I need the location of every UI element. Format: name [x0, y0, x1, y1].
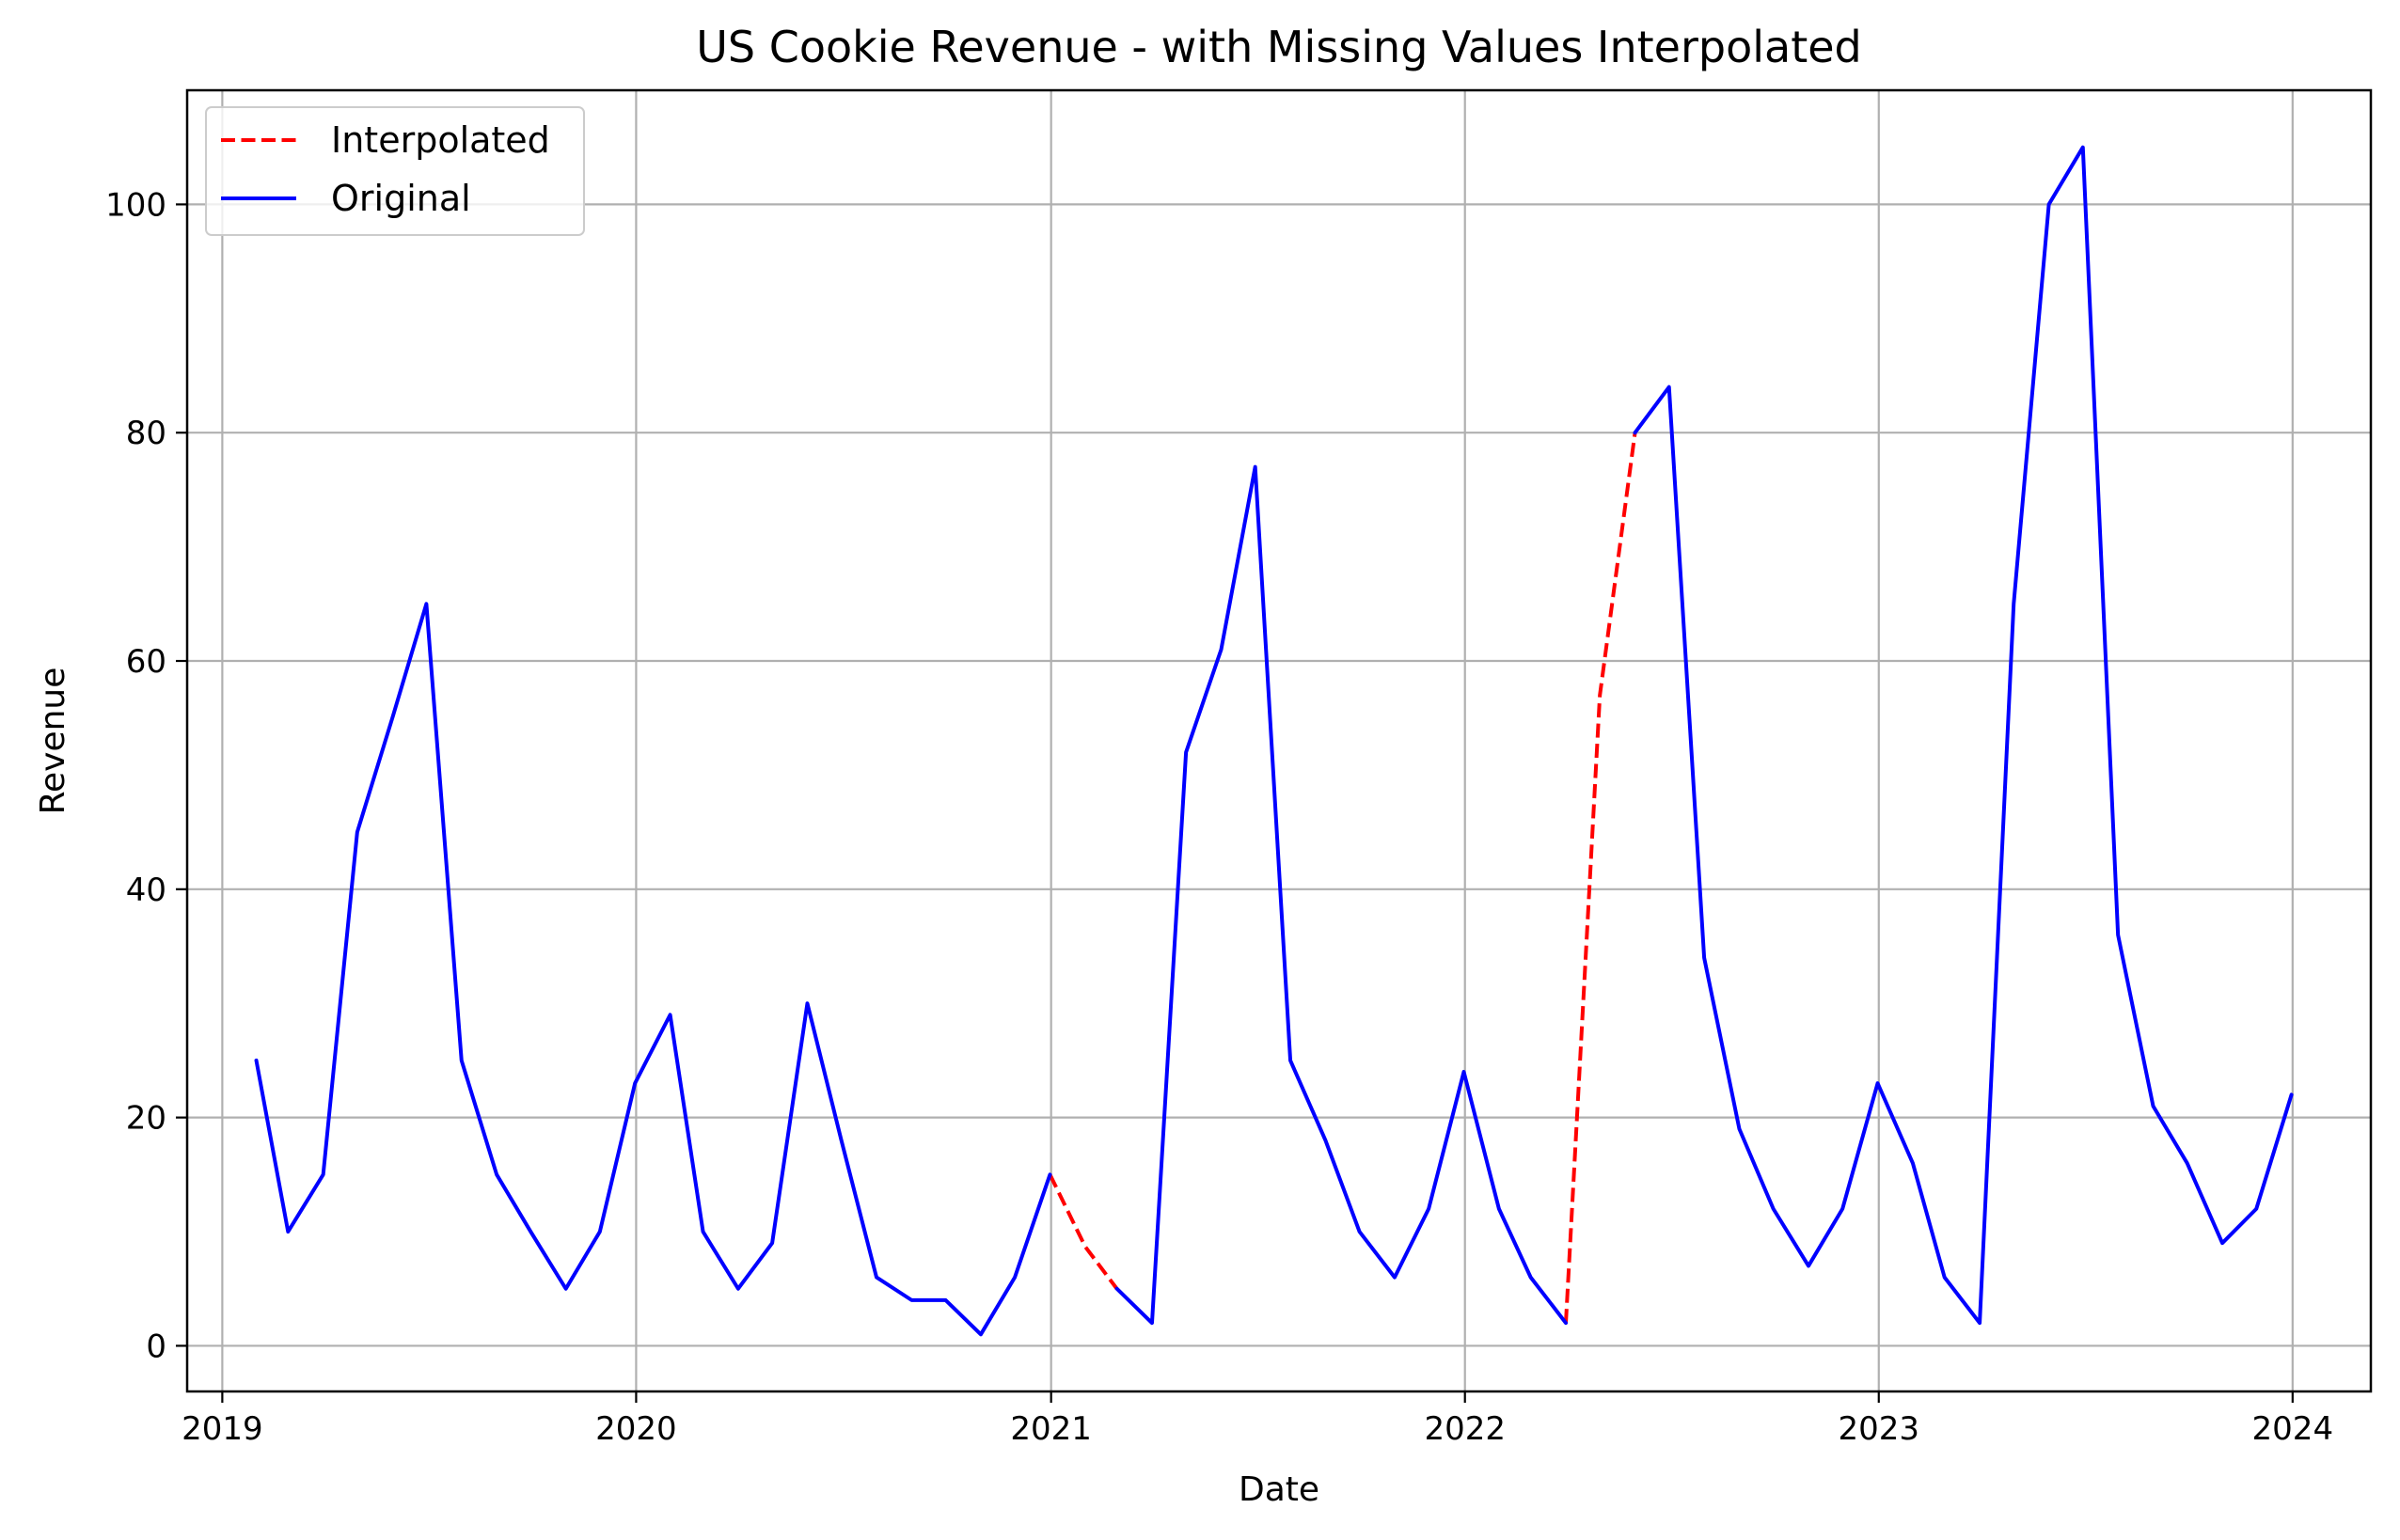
y-tick-label: 60	[126, 643, 166, 681]
legend-box	[205, 106, 585, 236]
x-axis-label: Date	[1239, 1470, 1319, 1509]
x-axis: 2019 2020 2021 2022 2023 2024	[182, 1391, 2333, 1448]
legend: Interpolated Original	[205, 106, 585, 236]
series-layer	[254, 145, 2294, 1337]
x-tick-label: 2024	[2252, 1410, 2334, 1448]
plot-frame	[185, 88, 2373, 1393]
x-tick-label: 2022	[1424, 1410, 1506, 1448]
y-tick-label: 80	[126, 415, 166, 452]
x-tick-label: 2020	[595, 1410, 677, 1448]
y-tick-label: 0	[146, 1328, 166, 1365]
y-axis: 0 20 40 60 80 100	[105, 186, 187, 1365]
legend-label-interpolated: Interpolated	[331, 119, 550, 161]
y-tick-label: 40	[126, 872, 166, 909]
x-tick-label: 2019	[182, 1410, 263, 1448]
series-line-original	[1114, 464, 1569, 1326]
y-tick-label: 100	[105, 186, 166, 224]
x-tick-label: 2021	[1010, 1410, 1092, 1448]
legend-label-original: Original	[331, 178, 471, 219]
series-line-original	[1633, 145, 2294, 1326]
grid-lines	[187, 90, 2371, 1391]
chart-title: US Cookie Revenue - with Missing Values …	[696, 22, 1862, 72]
series-line-original	[254, 602, 1052, 1337]
series-line-interpolated	[1564, 432, 1637, 1324]
x-tick-label: 2023	[1839, 1410, 1920, 1448]
series-line-interpolated	[1048, 1173, 1119, 1290]
y-tick-label: 20	[126, 1100, 166, 1138]
y-axis-label: Revenue	[34, 668, 72, 815]
